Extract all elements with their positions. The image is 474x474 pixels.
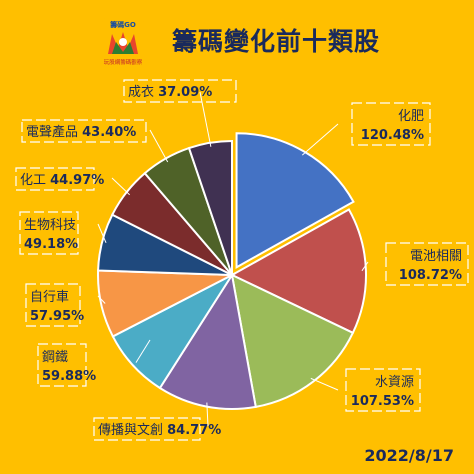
label-box-3 [345,368,421,412]
slice-value-4: 84.77% [167,423,221,438]
leader-line-1 [301,123,339,156]
label-box-5 [37,343,87,387]
slice-value-3: 107.53% [351,394,414,409]
leader-line-10 [199,91,212,147]
slice-value-9: 43.40% [82,125,136,140]
label-box-2 [385,242,469,286]
slice-label-4: 傳播與文創 84.77% [98,423,221,438]
slice-value-2: 108.72% [399,268,462,283]
pie-slices [97,132,367,410]
logo: 籌碼GO 玩股網籌碼觀察 [102,18,144,66]
pie-slice-2 [229,208,367,335]
slice-label-10: 成衣 37.09% [128,84,212,100]
pie-labels: 化肥 120.48% 電池相關 108.72% 水資源 107.53% 傳播與文創 84.7… [15,79,469,441]
slice-label-1: 化肥 [398,109,424,124]
slice-value-7: 49.18% [24,237,78,252]
leader-line-3 [310,377,339,391]
slice-value-8: 44.97% [50,173,104,188]
label-box-10 [123,79,237,103]
logo-subtext: 玩股網籌碼觀察 [104,58,143,66]
leader-line-9 [149,129,169,163]
label-box-6 [25,283,81,327]
slice-label-5: 鋼鐵 [42,349,68,365]
slice-value-5: 59.88% [42,369,96,384]
slice-label-6: 自行車 [30,290,69,305]
label-box-8 [15,167,95,191]
slice-value-10: 37.09% [158,85,212,100]
slice-value-6: 57.95% [30,309,84,324]
slice-label-8: 化工 44.97% [20,173,104,188]
slice-value-1: 120.48% [361,128,424,143]
pie-slice-3 [230,273,355,409]
pie-slice-4 [158,272,257,410]
slice-label-2: 電池相關 [410,249,462,264]
leader-line-8 [111,177,131,196]
leader-line-5 [135,339,151,363]
leader-line-7 [97,223,107,243]
leader-line-2 [361,261,369,272]
label-box-1 [351,102,431,146]
slice-label-3: 水資源 [375,375,414,390]
slice-label-9: 電聲產品 43.40% [26,124,136,140]
leader-line-4 [206,402,209,427]
chart-title: 籌碼變化前十類股 [172,27,381,56]
date-label: 2022/8/17 [364,446,454,465]
pie-slice-1 [235,132,355,269]
leader-line-6 [97,295,106,304]
label-box-9 [21,119,147,143]
slice-label-7: 生物科技 [24,218,76,233]
logo-text: 籌碼GO [109,20,136,29]
label-box-4 [93,417,201,441]
label-box-7 [19,211,79,255]
